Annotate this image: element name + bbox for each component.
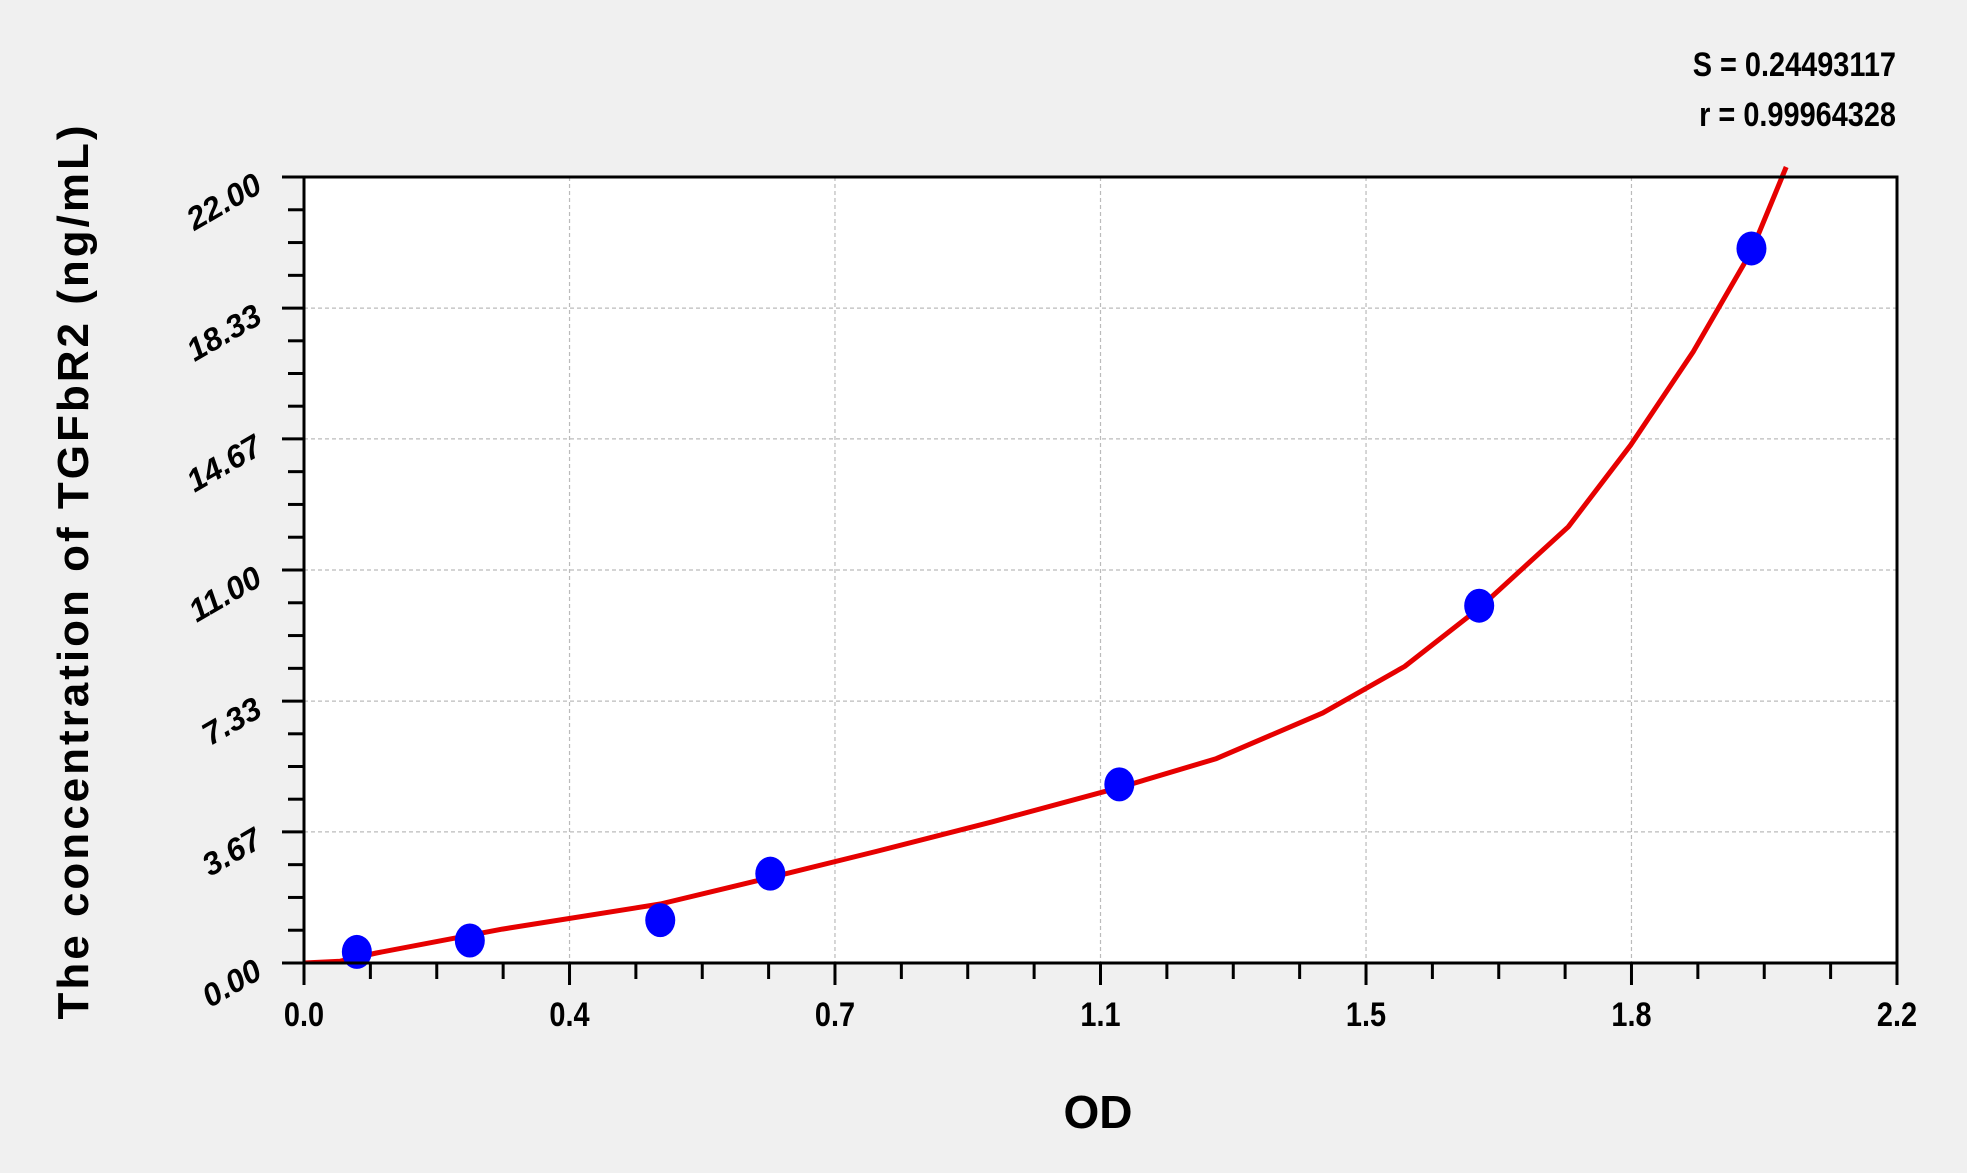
y-axis-title: The concentration of TGFbR2 (ng/mL) bbox=[49, 123, 98, 1020]
data-point bbox=[341, 934, 372, 969]
x-axis-title: OD bbox=[1064, 1086, 1133, 1138]
x-tick-label: 1.1 bbox=[1080, 995, 1120, 1034]
y-tick-label: 11.00 bbox=[182, 559, 267, 629]
x-tick-label: 2.2 bbox=[1877, 995, 1917, 1034]
y-tick-label: 14.67 bbox=[180, 427, 269, 499]
annotation-s: S = 0.24493117 bbox=[1693, 45, 1896, 84]
data-point bbox=[1736, 231, 1767, 266]
data-point bbox=[1104, 767, 1135, 802]
x-tick-label: 1.5 bbox=[1346, 995, 1386, 1034]
y-tick-label: 7.33 bbox=[196, 690, 268, 752]
data-point bbox=[645, 903, 676, 938]
x-tick-label: 0.0 bbox=[284, 995, 324, 1034]
y-tick-label: 0.00 bbox=[196, 952, 268, 1014]
y-tick-label: 3.67 bbox=[196, 820, 270, 883]
data-points-layer bbox=[341, 231, 1767, 969]
x-tick-label: 1.8 bbox=[1611, 995, 1651, 1034]
x-tick-label: 0.4 bbox=[549, 995, 590, 1034]
grid bbox=[304, 177, 1897, 963]
data-point bbox=[755, 856, 786, 891]
annotation-r: r = 0.99964328 bbox=[1699, 95, 1896, 134]
data-point bbox=[1464, 588, 1495, 623]
data-point bbox=[454, 923, 485, 958]
plot-frame bbox=[302, 175, 1899, 965]
axis-ticks bbox=[282, 175, 1899, 985]
y-tick-label: 22.00 bbox=[179, 166, 267, 238]
x-tick-labels: 0.0 0.4 0.7 1.1 1.5 1.8 2.2 bbox=[284, 995, 1917, 1034]
x-tick-label: 0.7 bbox=[815, 995, 855, 1034]
y-tick-labels: 0.00 3.67 7.33 11.00 14.67 18.33 22.00 bbox=[179, 166, 269, 1014]
y-tick-label: 18.33 bbox=[180, 297, 268, 368]
